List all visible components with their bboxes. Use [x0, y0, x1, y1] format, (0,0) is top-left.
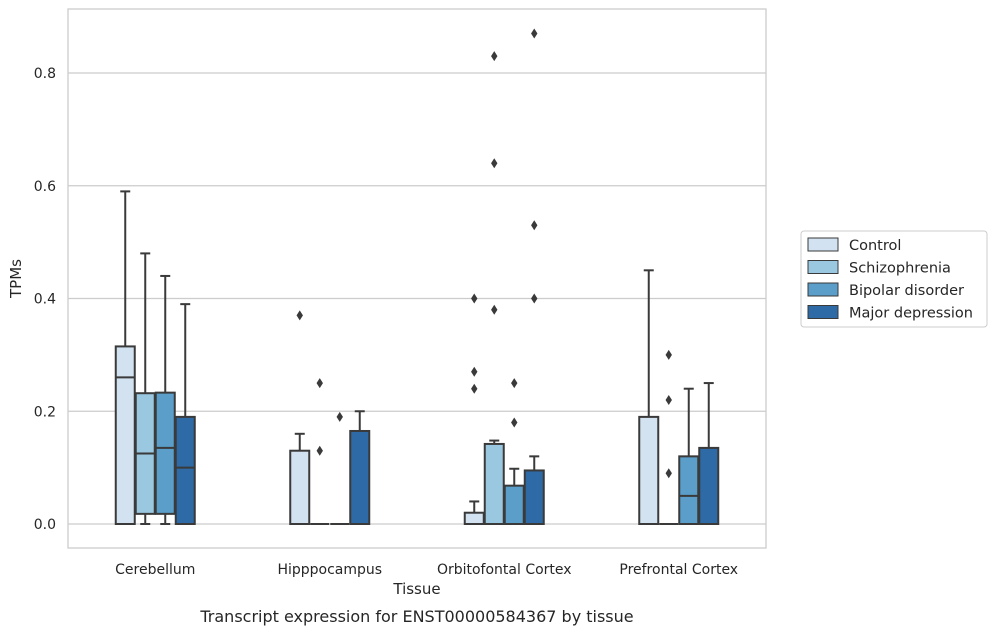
x-tick-label: Orbitofontal Cortex	[437, 562, 572, 578]
box	[638, 415, 660, 526]
box	[289, 449, 311, 525]
legend-swatch	[807, 305, 839, 319]
box-group	[483, 51, 505, 526]
outlier-point	[491, 158, 498, 169]
box-group	[134, 252, 156, 525]
outlier-point	[531, 293, 538, 304]
box	[483, 442, 505, 526]
legend-label: Bipolar disorder	[849, 283, 964, 299]
legend: Control Schizophrenia Bipolar disorder Majo…	[800, 230, 988, 328]
y-tick-label: 0.2	[34, 404, 56, 420]
box-plot-marks	[114, 28, 720, 526]
box	[523, 469, 545, 526]
x-tick-label: Hipppocampus	[277, 562, 382, 578]
box-group	[463, 293, 485, 525]
outlier-point	[471, 383, 478, 394]
x-tick-label: Cerebellum	[115, 562, 195, 578]
outlier-point	[316, 378, 323, 389]
box-group	[154, 274, 176, 525]
outlier-point	[296, 310, 303, 321]
legend-swatch	[807, 237, 839, 252]
box-group	[289, 310, 311, 525]
outlier-point	[665, 349, 672, 360]
x-tick-labels: Cerebellum Hipppocampus Orbitofontal Corte…	[115, 562, 738, 578]
outlier-point	[491, 304, 498, 315]
box	[154, 391, 176, 515]
box	[349, 429, 371, 526]
box-group	[330, 411, 350, 525]
outlier-point	[531, 220, 538, 231]
outlier-point	[665, 468, 672, 479]
outlier-point	[511, 417, 518, 428]
y-tick-label: 0.4	[34, 292, 56, 308]
outlier-point	[511, 378, 518, 389]
box	[698, 446, 720, 525]
box	[678, 455, 700, 526]
outlier-point	[471, 366, 478, 377]
box-group	[503, 378, 525, 526]
box-group	[349, 410, 371, 526]
box-group	[114, 190, 136, 526]
box-group	[698, 382, 720, 525]
legend-label: Major depression	[849, 306, 973, 322]
outlier-point	[336, 411, 343, 422]
outlier-point	[471, 293, 478, 304]
legend-box	[800, 230, 988, 328]
box-group	[523, 28, 545, 526]
box	[174, 415, 196, 526]
box-group	[174, 303, 196, 526]
y-tick-label: 0.0	[34, 517, 56, 533]
y-axis-label: TPMs	[7, 259, 25, 299]
legend-label: Control	[849, 238, 901, 254]
plot-frame	[67, 8, 767, 549]
box-group	[659, 349, 679, 525]
box	[503, 484, 525, 526]
box-group	[678, 387, 700, 526]
outlier-point	[665, 394, 672, 405]
figure-caption: Transcript expression for ENST0000058436…	[199, 607, 633, 626]
box-group	[638, 269, 660, 526]
box-group	[310, 378, 330, 525]
legend-swatch	[807, 260, 839, 274]
y-tick-label: 0.8	[34, 66, 56, 82]
legend-label: Schizophrenia	[849, 261, 951, 277]
box	[114, 345, 136, 526]
y-tick-labels: 0.0 0.2 0.4 0.6 0.8	[34, 66, 56, 533]
outlier-point	[316, 445, 323, 456]
x-tick-label: Prefrontal Cortex	[619, 562, 738, 578]
outlier-point	[531, 28, 538, 39]
x-axis-label: Tissue	[392, 580, 440, 598]
y-tick-label: 0.6	[34, 179, 56, 195]
outlier-point	[491, 51, 498, 62]
box	[463, 511, 485, 525]
legend-swatch	[807, 282, 839, 297]
